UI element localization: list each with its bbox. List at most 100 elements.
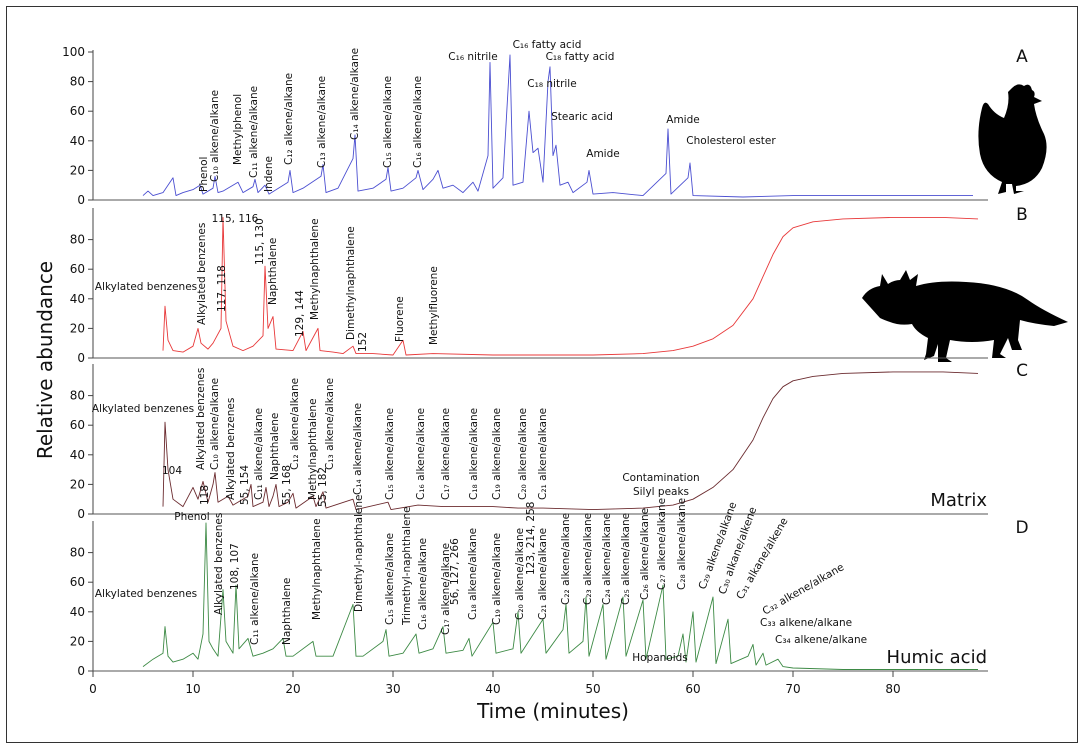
peak-annotation: C₁₅ alkene/alkane [384, 408, 396, 500]
peak-annotation: Alkylated benzenes [95, 281, 197, 293]
x-tick-label: 60 [685, 682, 700, 696]
peak-annotation: Amide [666, 114, 699, 126]
peak-annotation: C₁₈ alkene/alkane [468, 408, 480, 500]
peak-annotation: C₁₉ alkene/alkane [491, 408, 503, 500]
peak-annotation: 129, 144 [294, 290, 306, 337]
peak-annotation: Alkylated benzenes [195, 368, 207, 470]
peak-annotation: C₁₃ alkene/alkane [324, 378, 336, 470]
peak-annotation: Dimethyl-naphthalene [353, 495, 365, 613]
peak-annotation: 56, 127, 266 [449, 538, 461, 605]
peak-annotation: 152 [357, 332, 369, 352]
y-tick-label: 0 [77, 664, 85, 678]
peak-annotation: C₃₄ alkene/alkane [775, 634, 867, 646]
chromatogram-line [142, 522, 978, 670]
peak-annotation: C₁₆ nitrile [448, 51, 497, 63]
panel-label: C [1016, 361, 1028, 381]
peak-annotation: C₁₈ nitrile [527, 78, 576, 90]
frame [6, 6, 1078, 743]
peak-annotation: Alkylated benzenes [225, 398, 237, 500]
y-tick-label: 40 [70, 448, 85, 462]
panel-label: B [1016, 205, 1028, 225]
peak-annotation: C₁₃ alkene/alkane [316, 76, 328, 168]
peak-annotation: Fluorene [394, 296, 406, 342]
peak-annotation: C₁₂ alkene/alkane [283, 73, 295, 165]
peak-annotation: C₂₈ alkene/alkane [676, 498, 688, 590]
peak-annotation: Trimethyl-naphthalene [401, 506, 413, 626]
panel-label: D [1015, 518, 1028, 538]
x-tick-label: 50 [585, 682, 600, 696]
peak-annotation: 115, 130 [254, 218, 266, 265]
peak-annotation: Alkylated benzenes [92, 403, 194, 415]
peak-annotation: C₁₁ alkene/alkane [248, 86, 260, 178]
peak-annotation: C₁₉ alkene/alkane [491, 533, 503, 625]
y-tick-label: 20 [70, 321, 85, 335]
peak-annotation: 55, 154 [239, 465, 251, 505]
peak-annotation: Alkylated benzenes [95, 588, 197, 600]
peak-annotation: Amide [586, 148, 619, 160]
peak-annotation: C₁₆ alkene/alkane [412, 76, 424, 168]
peak-annotation: Cholesterol ester [686, 135, 776, 147]
peak-annotation: Hopanoids [632, 652, 688, 664]
y-tick-label: 20 [70, 477, 85, 491]
peak-annotation: C₁₄ alkene/alkane [352, 403, 364, 495]
y-tick-label: 0 [77, 507, 85, 521]
peak-annotation: C₂₂ alkene/alkane [560, 513, 572, 605]
peak-annotation: Naphthalene [267, 238, 279, 305]
peak-annotation: C₁₆ alkene/alkane [415, 408, 427, 500]
peak-annotation: Phenol [174, 511, 209, 523]
y-tick-label: 100 [62, 45, 85, 59]
peak-annotation: 108, 107 [229, 543, 241, 590]
chicken-silhouette [978, 84, 1047, 194]
y-tick-label: 60 [70, 104, 85, 118]
peak-annotation: C₂₁ alkene/alkane [537, 528, 549, 620]
x-tick-label: 40 [485, 682, 500, 696]
panel-name: Matrix [930, 490, 987, 511]
x-tick-label: 0 [89, 682, 97, 696]
peak-annotation: C₂₇ alkene/alkane [656, 498, 668, 590]
y-tick-label: 80 [70, 233, 85, 247]
x-tick-label: 20 [285, 682, 300, 696]
peak-annotation: C₁₅ alkene/alkane [384, 533, 396, 625]
chromatogram-line [142, 54, 973, 198]
y-tick-label: 60 [70, 418, 85, 432]
panel-name: Humic acid [887, 647, 987, 668]
y-tick-label: 0 [77, 193, 85, 207]
y-tick-label: 20 [70, 163, 85, 177]
y-tick-label: 80 [70, 75, 85, 89]
peak-annotation: C₁₇ alkene/alkane [440, 408, 452, 500]
peak-annotation: Methylnaphthalene [309, 218, 321, 320]
y-axis-label: Relative abundance [33, 261, 57, 459]
peak-annotation: C₂₄ alkene/alkane [601, 513, 613, 605]
peak-annotation: Methylphenol [232, 94, 244, 165]
peak-annotation: C₁₁ alkene/alkane [253, 408, 265, 500]
peak-annotation: 104 [162, 465, 182, 477]
y-tick-label: 0 [77, 351, 85, 365]
peak-annotation: Methylfluorene [428, 266, 440, 345]
y-tick-label: 40 [70, 605, 85, 619]
peak-annotation: 55, 182 [317, 467, 329, 507]
peak-annotation: C₁₄ alkene/alkane [349, 48, 361, 140]
panel-label: A [1016, 47, 1028, 67]
peak-annotation: Alkylated benzenes [213, 513, 225, 615]
peak-annotation: C₃₃ alkene/alkane [760, 617, 852, 629]
peak-annotation: 55, 168 [281, 465, 293, 505]
peak-annotation: C₁₈ fatty acid [546, 51, 615, 63]
peak-annotation: C₁₂ alkene/alkane [289, 378, 301, 470]
x-axis-label: Time (minutes) [476, 699, 629, 723]
peak-annotation: C₁₅ alkene/alkane [382, 76, 394, 168]
y-tick-label: 20 [70, 634, 85, 648]
y-tick-label: 40 [70, 292, 85, 306]
peak-annotation: Silyl peaks [633, 486, 689, 498]
y-tick-label: 60 [70, 262, 85, 276]
peak-annotation: Dimethylnaphthalene [345, 226, 357, 340]
peak-annotation: C₂₅ alkene/alkane [620, 513, 632, 605]
peak-annotation: Naphthalene [281, 578, 293, 645]
peak-annotation: C₂₃ alkene/alkane [582, 513, 594, 605]
peak-annotation: C₁₇ alkene/alkane [440, 543, 452, 635]
peak-annotation: C₂₀ alkene/alkane [517, 408, 529, 500]
peak-annotation: C₂₀ alkene/alkane [514, 528, 526, 620]
peak-annotation: Naphthalene [269, 413, 281, 480]
peak-annotation: Contamination [622, 472, 699, 484]
peak-annotation: Indene [263, 156, 275, 192]
